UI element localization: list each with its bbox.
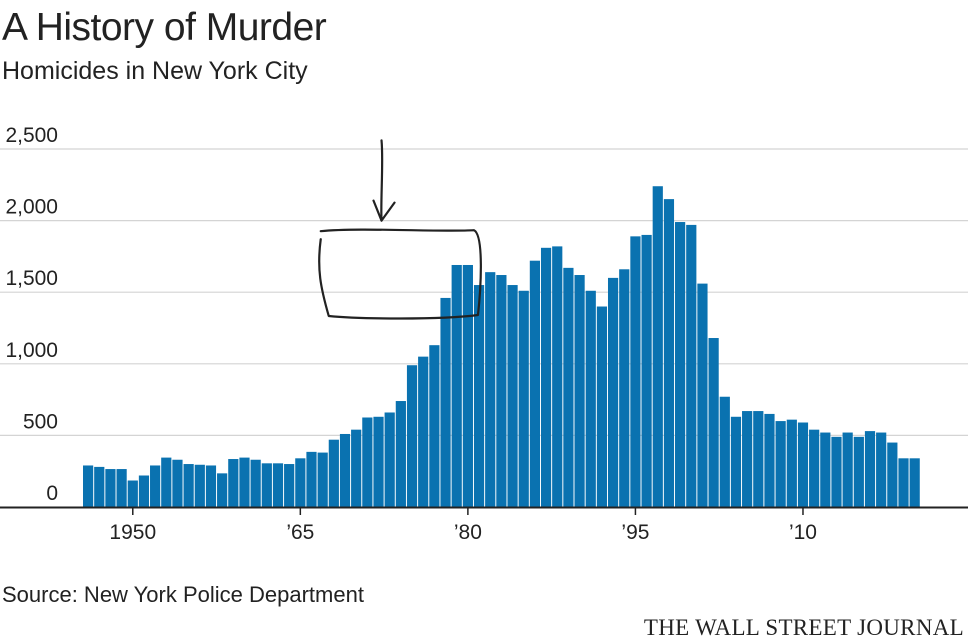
bar (820, 432, 831, 507)
bar (607, 277, 619, 507)
bar (127, 480, 138, 507)
bar (239, 457, 250, 507)
bar (295, 458, 306, 507)
bar (138, 475, 150, 507)
bar (876, 432, 887, 507)
bar (94, 466, 105, 507)
bar (630, 236, 641, 507)
annotation-arrow-shaft (380, 139, 384, 222)
bar (764, 413, 775, 507)
bar (317, 452, 328, 507)
bar (429, 345, 440, 507)
bar (742, 411, 753, 507)
bar (306, 451, 317, 507)
y-tick-label: 1,000 (5, 339, 58, 362)
bar (418, 356, 429, 507)
bar (775, 421, 786, 507)
bar (809, 429, 820, 507)
bar (83, 465, 94, 507)
bar (540, 247, 552, 507)
bar (284, 464, 295, 507)
publisher-logo: THE WALL STREET JOURNAL (643, 615, 964, 640)
bar (585, 290, 596, 507)
bar (406, 365, 418, 507)
bar (753, 411, 764, 507)
y-axis-labels: 0 500 1,000 1,500 2,000 2,500 (5, 124, 58, 505)
y-tick-label: 1,500 (5, 267, 58, 290)
bar (217, 473, 228, 507)
y-tick-label: 500 (23, 410, 58, 433)
x-tick-label: ’95 (621, 521, 649, 544)
bar (384, 412, 395, 507)
bar (150, 465, 161, 507)
bar (529, 260, 540, 507)
bar (172, 459, 183, 507)
bar (887, 442, 898, 507)
bar (831, 436, 842, 507)
bar (574, 275, 585, 507)
bar (116, 469, 127, 507)
bars (83, 186, 920, 508)
bar (864, 431, 876, 507)
y-tick-label: 2,500 (5, 124, 58, 147)
bar (228, 459, 239, 507)
bar (272, 463, 284, 507)
bar (473, 285, 485, 507)
bar (194, 464, 205, 507)
bar (563, 267, 574, 507)
bar (507, 285, 518, 507)
bar (708, 338, 719, 507)
bar (351, 429, 362, 507)
bar (853, 436, 864, 507)
y-tick-label: 2,000 (5, 196, 58, 219)
bar (786, 419, 797, 507)
bar (105, 469, 116, 507)
bar (395, 401, 406, 507)
bar (440, 297, 451, 507)
bar (552, 246, 563, 507)
bar (462, 264, 473, 507)
bar (339, 433, 351, 507)
bar (183, 464, 194, 507)
x-tick-label: ’65 (286, 521, 314, 544)
x-tick-label: ’10 (789, 521, 817, 544)
bar (205, 465, 217, 507)
bar (373, 416, 384, 507)
bar (451, 264, 462, 507)
annotation-box (318, 228, 482, 320)
bar (797, 422, 809, 507)
bar (261, 463, 272, 507)
bar (697, 283, 708, 507)
x-tick-label: 1950 (109, 521, 156, 544)
bar (719, 396, 730, 507)
source-note: Source: New York Police Department (2, 582, 364, 607)
chart-title: A History of Murder (2, 6, 327, 49)
hand-drawn-annotation (318, 139, 482, 320)
bar (161, 457, 172, 507)
bar (730, 416, 742, 507)
bar (362, 417, 373, 507)
bar (328, 439, 339, 507)
bar (485, 272, 496, 507)
bar (596, 306, 608, 507)
bar (909, 458, 920, 507)
bar (250, 459, 261, 507)
bar (652, 186, 663, 508)
bar (675, 222, 686, 507)
bar (663, 199, 675, 507)
y-tick-label: 0 (46, 482, 58, 505)
bar (619, 269, 630, 507)
bar (496, 275, 507, 507)
bar (641, 234, 652, 508)
x-tick-label: ’80 (454, 521, 482, 544)
chart-subtitle: Homicides in New York City (2, 57, 308, 85)
bar (898, 458, 909, 507)
bar (686, 224, 697, 507)
annotation-arrow-head (372, 199, 396, 222)
x-axis-labels: 1950 ’65 ’80 ’95 ’10 (109, 508, 817, 544)
bar (518, 290, 529, 507)
bar (842, 432, 853, 507)
